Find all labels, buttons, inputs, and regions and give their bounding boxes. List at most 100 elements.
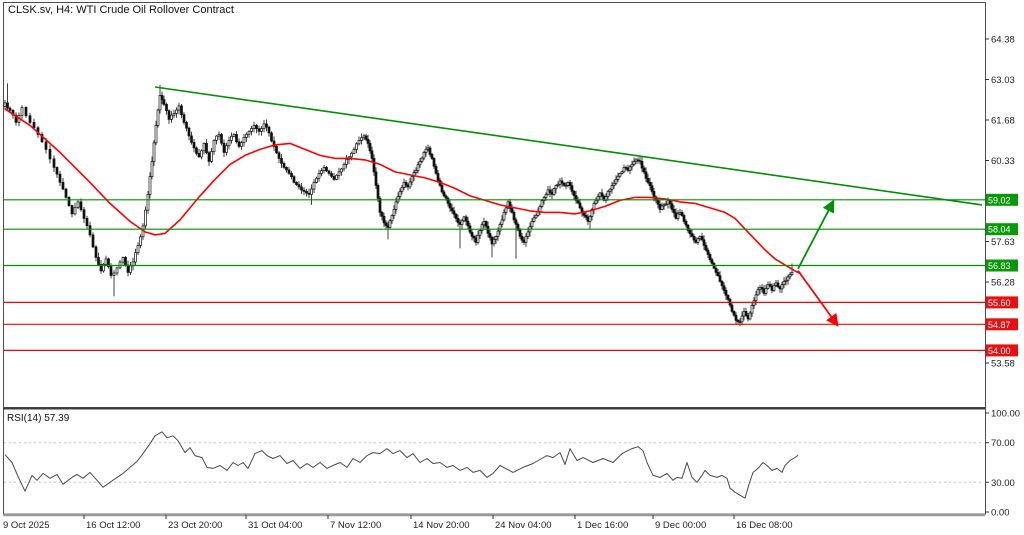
- bull-candle-body: [252, 125, 256, 129]
- bull-candle-body: [104, 258, 108, 265]
- bear-candle-body: [486, 225, 490, 234]
- bear-candle-body: [332, 175, 336, 180]
- bull-candle-body: [172, 113, 176, 116]
- price-tick-label: 61.68: [991, 116, 1015, 127]
- bull-candle-body: [320, 170, 323, 174]
- bear-candle-body: [235, 134, 238, 143]
- bear-candle-body: [584, 215, 588, 218]
- chart-title: CLSK.sv, H4: WTI Crude Oil Rollover Cont…: [8, 4, 234, 16]
- price-tick-label: 56.28: [991, 278, 1015, 289]
- rsi-tick-label: 100.00: [991, 409, 1020, 420]
- descending-trendline[interactable]: [154, 86, 983, 206]
- bull-candle-body: [317, 173, 321, 179]
- bull-candle-body: [352, 149, 356, 154]
- bull-candle-body: [414, 170, 418, 173]
- time-tick-label[interactable]: 16 Oct 12:00: [86, 520, 140, 531]
- time-tick-label[interactable]: 24 Nov 04:00: [495, 520, 552, 531]
- bear-candle-body: [652, 191, 656, 198]
- time-tick-label[interactable]: 9 Oct 2025: [3, 520, 49, 531]
- bear-candle-body: [99, 264, 103, 272]
- bull-candle-body: [345, 159, 348, 165]
- candles-layer[interactable]: [3, 83, 794, 327]
- bear-candle-body: [710, 259, 714, 264]
- bear-candle-body: [484, 221, 488, 227]
- bear-candle-body: [642, 167, 646, 173]
- bear-candle-body: [446, 197, 450, 204]
- bull-candle-body: [232, 134, 236, 137]
- bear-candle-body: [706, 249, 710, 255]
- bear-candle-body: [508, 201, 512, 209]
- bull-candle-body: [388, 220, 392, 228]
- bear-candle-body: [718, 275, 722, 282]
- bear-candle-body: [88, 225, 92, 236]
- main-panel-frame[interactable]: [3, 2, 986, 408]
- bear-candle-body: [732, 311, 736, 316]
- time-tick-label[interactable]: 14 Nov 20:00: [413, 520, 470, 531]
- bull-candle-body: [240, 142, 243, 147]
- bear-candle-body: [700, 236, 704, 241]
- bull-candle-body: [139, 236, 142, 246]
- time-tick-label[interactable]: 31 Oct 04:00: [248, 520, 302, 531]
- bullish-arrow[interactable]: [797, 199, 835, 270]
- bull-candle-body: [310, 188, 313, 195]
- bull-candle-body: [390, 215, 394, 222]
- time-tick-label[interactable]: 23 Oct 20:00: [168, 520, 222, 531]
- bear-candle-body: [277, 152, 281, 159]
- bear-candle-body: [270, 132, 273, 142]
- bull-candle-body: [788, 274, 792, 278]
- bear-candle-body: [265, 123, 268, 128]
- bull-candle-body: [632, 161, 636, 165]
- bear-candle-body: [724, 290, 728, 296]
- bear-candle-body: [736, 320, 740, 322]
- time-tick-label[interactable]: 16 Dec 08:00: [736, 520, 793, 531]
- time-tick-label[interactable]: 1 Dec 16:00: [577, 520, 628, 531]
- bull-candle-body: [350, 152, 353, 158]
- bearish-arrow[interactable]: [797, 270, 839, 327]
- time-tick-label[interactable]: 7 Nov 12:00: [330, 520, 381, 531]
- bull-candle-body: [227, 140, 231, 147]
- bull-candle-body: [622, 167, 626, 173]
- bull-candle-body: [564, 185, 568, 187]
- bull-candle-body: [494, 236, 498, 240]
- rsi-line[interactable]: [4, 431, 799, 499]
- price-badge-56.83: [986, 259, 1018, 272]
- bull-candle-body: [340, 168, 343, 173]
- bear-candle-body: [734, 314, 738, 321]
- bear-candle-body: [82, 209, 86, 219]
- price-badge-58.04: [986, 223, 1018, 236]
- bear-candle-body: [300, 186, 303, 191]
- bear-candle-body: [180, 105, 183, 115]
- bear-candle-body: [514, 219, 518, 225]
- bull-candle-body: [121, 257, 125, 263]
- bear-candle-body: [520, 236, 524, 241]
- bear-candle-body: [560, 180, 564, 184]
- bear-candle-body: [708, 254, 712, 261]
- bull-candle-body: [422, 152, 426, 159]
- bull-candle-body: [460, 220, 464, 225]
- moving-average-line[interactable]: [4, 108, 802, 275]
- bull-candle-body: [398, 191, 402, 197]
- bull-candle-body: [217, 134, 221, 137]
- bear-candle-body: [682, 215, 686, 222]
- overlay-objects-layer[interactable]: [4, 86, 985, 351]
- rsi-panel-frame[interactable]: [3, 407, 986, 515]
- bull-candle-body: [112, 272, 116, 276]
- bull-candle-body: [596, 196, 600, 201]
- bull-candle-body: [170, 114, 173, 120]
- bear-candle-body: [287, 169, 291, 174]
- rsi-layer[interactable]: [4, 431, 984, 499]
- bull-candle-body: [200, 150, 203, 158]
- bull-candle-body: [752, 300, 756, 306]
- bear-candle-body: [280, 158, 283, 164]
- bull-candle-body: [478, 230, 482, 236]
- time-tick-label[interactable]: 9 Dec 00:00: [655, 520, 706, 531]
- bull-candle-body: [784, 279, 788, 282]
- price-badge-54.00: [986, 344, 1018, 357]
- bear-candle-body: [28, 115, 32, 123]
- bear-candle-body: [97, 257, 100, 265]
- bull-candle-body: [628, 166, 632, 171]
- bear-candle-body: [376, 185, 380, 199]
- bear-candle-body: [327, 170, 331, 174]
- bull-candle-body: [498, 224, 502, 232]
- bear-candle-body: [267, 126, 271, 134]
